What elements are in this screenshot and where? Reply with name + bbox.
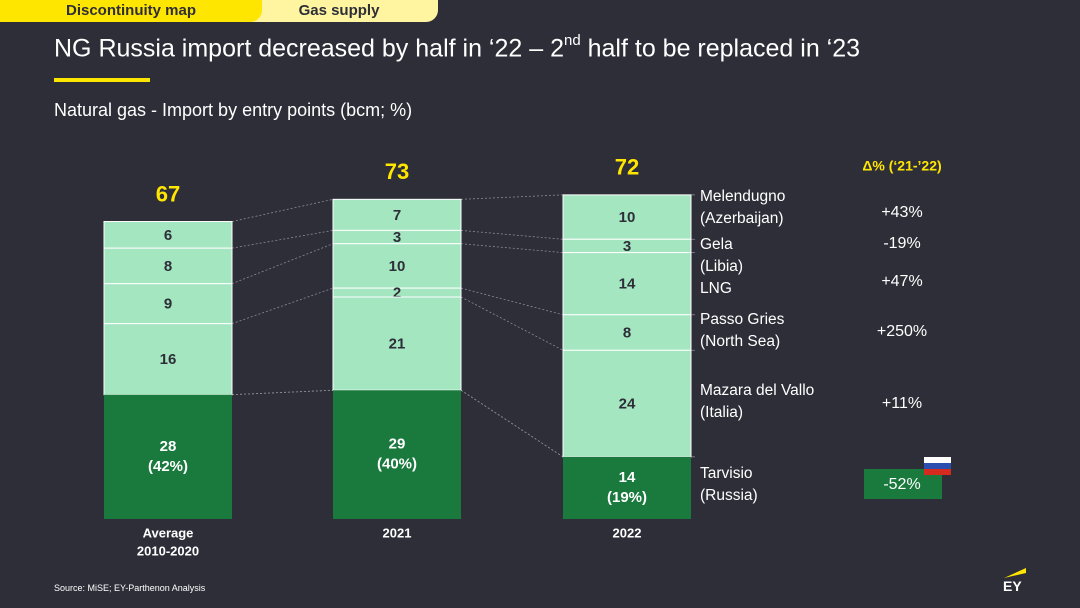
legend-entry: (North Sea) xyxy=(700,333,780,350)
connector-line xyxy=(231,287,334,325)
delta-header: Δ% (‘21-’22) xyxy=(862,158,941,174)
data-label: 3 xyxy=(393,229,401,246)
ey-logo-text: EY xyxy=(1003,578,1022,594)
connector-line xyxy=(460,243,564,253)
data-label: 9 xyxy=(164,296,172,313)
bar-segment xyxy=(104,394,232,519)
bar-total-label: 67 xyxy=(156,181,180,206)
connector-line xyxy=(460,389,564,458)
connector-line xyxy=(460,194,564,200)
category-tick-label: 2010-2020 xyxy=(137,543,199,558)
data-label: 14 xyxy=(619,276,636,293)
connector-line xyxy=(231,243,334,285)
data-label: 7 xyxy=(393,207,401,224)
legend-entry: (Italia) xyxy=(700,404,743,421)
bar-segment xyxy=(563,456,691,519)
bar-segment xyxy=(332,296,462,391)
category-tick-label: 2021 xyxy=(383,525,412,540)
data-label: 3 xyxy=(623,238,631,255)
data-label: 29 xyxy=(389,436,406,453)
ey-logo-icon: EY xyxy=(1003,568,1026,594)
connector-line xyxy=(231,198,334,222)
connector-line xyxy=(460,230,564,240)
delta-value: -52% xyxy=(883,476,920,493)
page-title-rest: half to be replaced in ‘23 xyxy=(580,34,861,63)
connector-line xyxy=(460,296,564,351)
page-title-main: NG Russia import decreased by half in ‘2… xyxy=(54,34,564,63)
bar-segment xyxy=(562,349,692,458)
legend-entry: Gela xyxy=(700,236,733,253)
legend-entry: Melendugno xyxy=(700,188,785,205)
data-label: 14 xyxy=(619,469,636,486)
delta-value: +43% xyxy=(881,204,922,221)
data-label: 2 xyxy=(393,285,401,302)
data-label: 24 xyxy=(619,396,636,413)
legend-entry: Passo Gries xyxy=(700,311,785,328)
legend-entry: (Azerbaijan) xyxy=(700,210,784,227)
data-label: 28 xyxy=(160,438,177,455)
data-label: (42%) xyxy=(148,458,188,475)
delta-value: +11% xyxy=(882,395,922,412)
legend-entry: Tarvisio xyxy=(700,465,753,482)
top-tabs: Discontinuity map Gas supply xyxy=(0,0,440,22)
bar-segment xyxy=(332,243,462,289)
legend-entry: Mazara del Vallo xyxy=(700,382,814,399)
legend-entry: LNG xyxy=(700,280,732,297)
data-label: 6 xyxy=(164,227,172,244)
data-label: 21 xyxy=(389,336,406,353)
tab-discontinuity-map[interactable]: Discontinuity map xyxy=(0,0,262,22)
data-label: 8 xyxy=(623,324,631,341)
legend-entry: (Russia) xyxy=(700,487,758,504)
connector-line xyxy=(231,230,334,249)
bar-total-label: 73 xyxy=(385,159,409,184)
connector-line xyxy=(460,287,564,316)
delta-value: -19% xyxy=(883,235,920,252)
page-title-sup: nd xyxy=(563,32,581,49)
bar-total-label: 72 xyxy=(615,155,639,180)
data-label: (40%) xyxy=(377,456,417,473)
russia-flag-icon xyxy=(924,463,951,469)
legend-entry: (Libia) xyxy=(700,258,743,275)
data-label: (19%) xyxy=(607,489,647,506)
tab-gas-supply[interactable]: Gas supply xyxy=(224,0,438,22)
delta-value: +47% xyxy=(881,273,922,290)
russia-flag-icon xyxy=(924,457,951,463)
category-tick-label: Average xyxy=(143,525,194,540)
data-label: 10 xyxy=(389,258,406,275)
title-underline xyxy=(54,78,150,82)
bar-segment xyxy=(562,194,692,240)
page-title: NG Russia import decreased by half in ‘2… xyxy=(54,32,861,63)
bar-segment xyxy=(103,247,233,285)
chart-subtitle: Natural gas - Import by entry points (bc… xyxy=(54,100,413,120)
data-label: 10 xyxy=(619,209,636,226)
data-label: 16 xyxy=(160,351,177,368)
bar-segment xyxy=(562,252,692,316)
category-tick-label: 2022 xyxy=(613,525,642,540)
bar-segment xyxy=(562,314,692,351)
russia-flag-icon xyxy=(924,469,951,475)
data-label: 8 xyxy=(164,258,172,275)
delta-value: +250% xyxy=(877,323,927,340)
bar-segment xyxy=(333,390,461,519)
source-note: Source: MiSE; EY-Parthenon Analysis xyxy=(54,583,206,593)
connector-line xyxy=(231,389,334,396)
